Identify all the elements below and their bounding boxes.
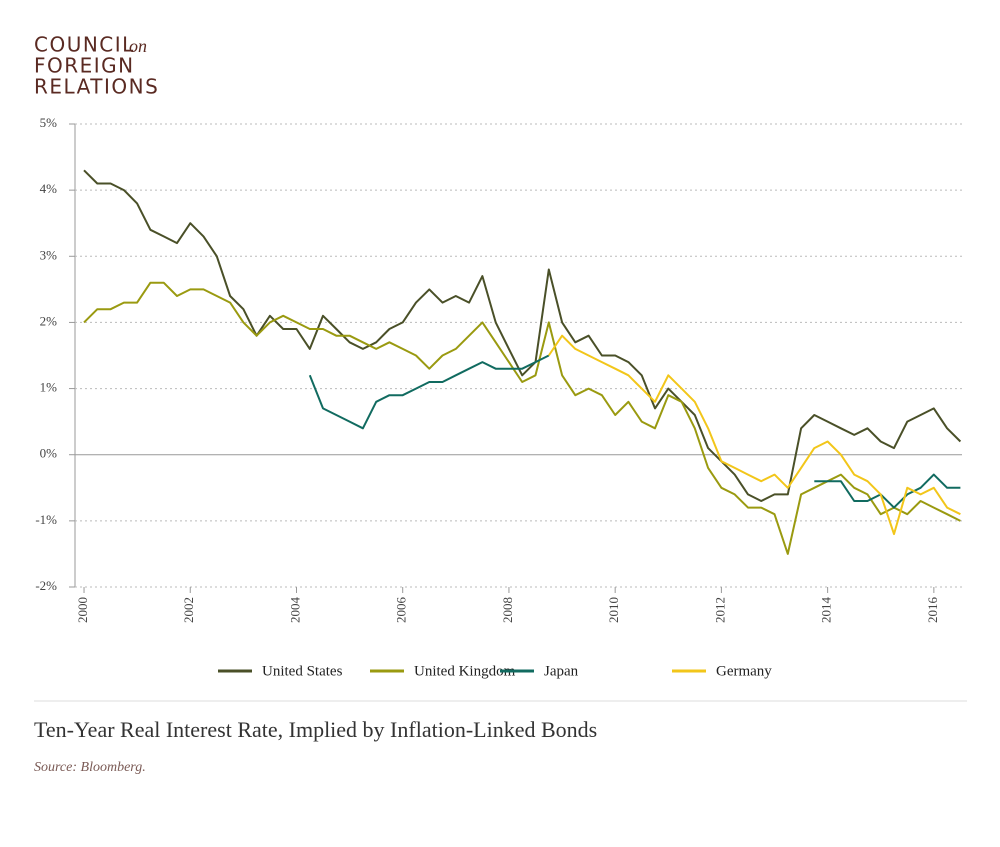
logo-line: COUNCIL xyxy=(34,33,135,57)
x-tick-label: 2002 xyxy=(181,597,196,623)
y-tick-label: 4% xyxy=(40,181,58,196)
x-tick-label: 2008 xyxy=(500,597,515,623)
series-line xyxy=(83,169,962,502)
series-line xyxy=(547,334,961,536)
y-tick-label: 1% xyxy=(40,380,58,395)
series-line xyxy=(308,354,961,509)
legend-label: United Kingdom xyxy=(414,663,516,679)
logo-line: FOREIGN xyxy=(34,54,135,78)
legend-label: Germany xyxy=(716,663,772,679)
x-tick-label: 2006 xyxy=(394,597,409,624)
x-tick-label: 2014 xyxy=(819,597,834,624)
source: Source: Bloomberg. xyxy=(34,760,146,775)
x-tick-label: 2016 xyxy=(925,597,940,624)
x-tick-label: 2004 xyxy=(287,597,302,624)
series-line xyxy=(83,281,961,555)
logo-line: RELATIONS xyxy=(34,75,159,99)
y-tick-label: -2% xyxy=(35,578,57,593)
y-tick-label: 5% xyxy=(40,115,58,130)
x-tick-label: 2000 xyxy=(75,597,90,623)
y-tick-label: 2% xyxy=(40,313,58,328)
y-tick-label: 0% xyxy=(40,446,58,461)
legend-label: United States xyxy=(262,663,343,679)
y-tick-label: 3% xyxy=(40,247,58,262)
x-tick-label: 2010 xyxy=(606,597,621,623)
logo-suffix: on xyxy=(129,36,147,56)
y-tick-label: -1% xyxy=(35,512,57,527)
x-tick-label: 2012 xyxy=(712,597,727,623)
caption-title: Ten-Year Real Interest Rate, Implied by … xyxy=(34,717,597,742)
legend-label: Japan xyxy=(544,663,579,679)
